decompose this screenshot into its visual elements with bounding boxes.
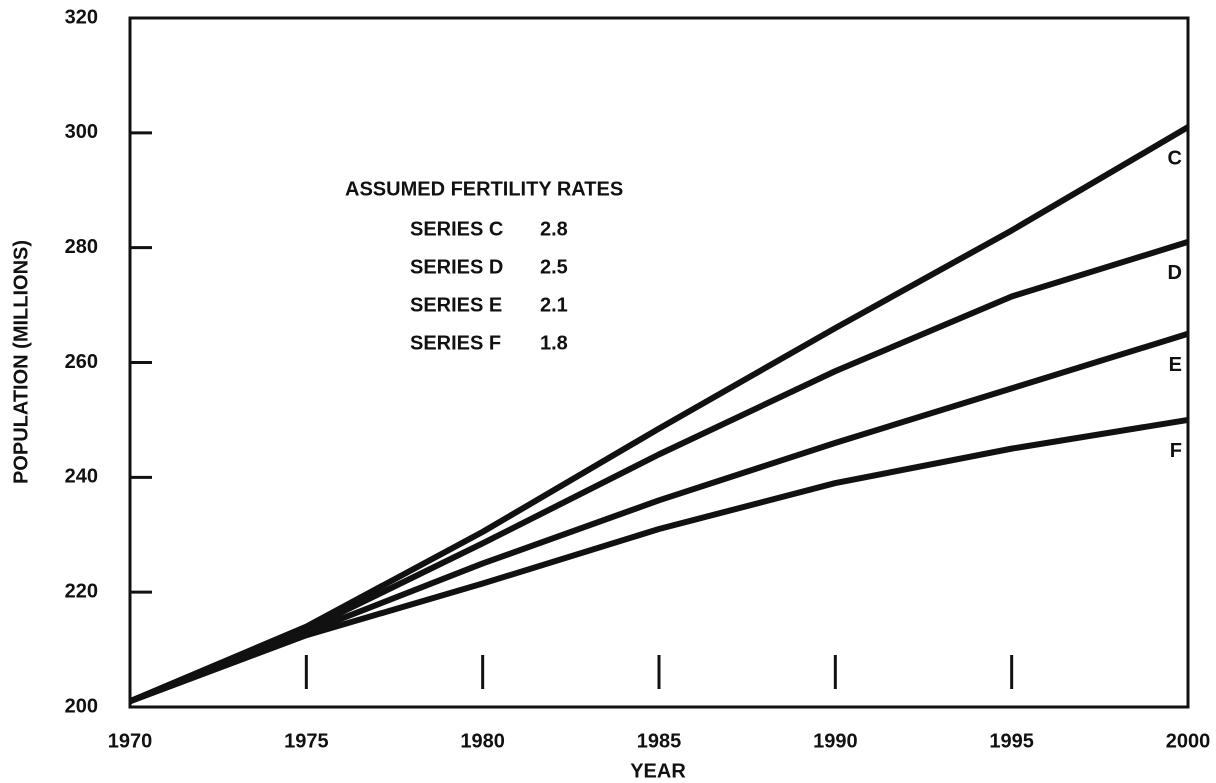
legend-label: SERIES C xyxy=(410,218,503,240)
x-tick-label: 1985 xyxy=(637,730,682,752)
y-tick-label: 200 xyxy=(65,695,98,717)
x-axis-label: YEAR xyxy=(630,760,686,782)
x-tick-label: 1990 xyxy=(813,730,858,752)
legend-label: SERIES E xyxy=(410,294,502,316)
legend-label: SERIES D xyxy=(410,256,503,278)
y-tick-label: 220 xyxy=(65,580,98,602)
x-tick-label: 1970 xyxy=(108,730,153,752)
legend-rate: 2.5 xyxy=(540,256,568,278)
series-line xyxy=(128,124,1190,705)
x-tick-label: 1975 xyxy=(284,730,329,752)
y-tick-label: 260 xyxy=(65,351,98,373)
series-line xyxy=(128,330,1189,705)
y-axis-label: POPULATION (MILLIONS) xyxy=(10,240,32,484)
legend-rate: 2.8 xyxy=(540,218,568,240)
series-end-label: E xyxy=(1169,354,1182,376)
series-end-label: C xyxy=(1168,147,1182,169)
y-tick-label: 320 xyxy=(65,6,98,28)
x-tick-label: 1980 xyxy=(460,730,505,752)
legend-label: SERIES F xyxy=(410,332,501,354)
legend-rate: 2.1 xyxy=(540,294,568,316)
series-end-label: D xyxy=(1168,262,1182,284)
y-tick-label: 300 xyxy=(65,121,98,143)
y-tick-label: 240 xyxy=(65,466,98,488)
series-end-label: F xyxy=(1170,440,1182,462)
plot-frame xyxy=(128,16,1190,709)
series-line xyxy=(128,416,1189,705)
legend-rate: 1.8 xyxy=(540,332,568,354)
x-tick-label: 2000 xyxy=(1166,730,1211,752)
y-tick-label: 280 xyxy=(65,236,98,258)
x-tick-label: 1995 xyxy=(989,730,1034,752)
legend-title: ASSUMED FERTILITY RATES xyxy=(345,178,623,200)
